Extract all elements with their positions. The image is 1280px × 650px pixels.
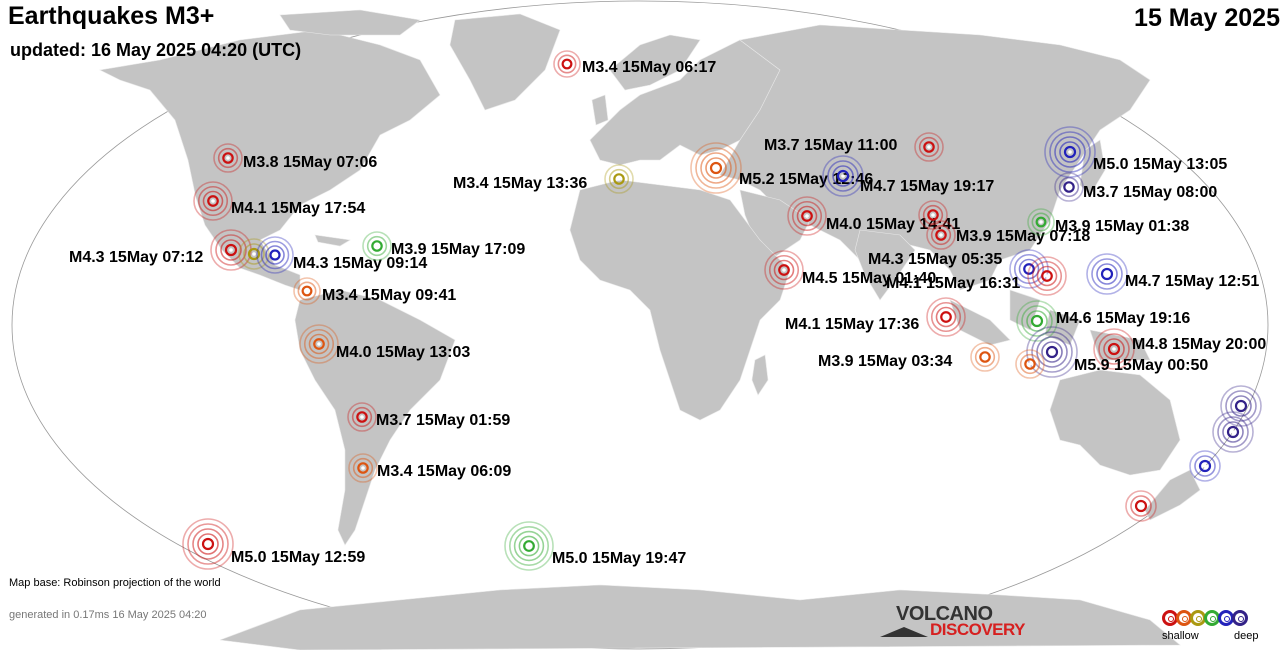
volcano-discovery-logo[interactable]: VOLCANO DISCOVERY [880,603,1040,643]
quake-label[interactable]: M4.0 15May 14:41 [826,216,961,233]
quake-label[interactable]: M3.7 15May 08:00 [1083,184,1218,201]
quake-ring-icon[interactable] [503,520,555,572]
quake-ring-icon[interactable] [1211,410,1255,454]
volcano-icon [880,627,928,637]
quake-ring-icon[interactable] [1015,299,1059,343]
quake-ring-icon[interactable] [1188,449,1222,483]
quake-label[interactable]: M4.7 15May 12:51 [1125,273,1260,290]
quake-ring-icon[interactable] [925,296,967,338]
land-masses [99,9,1201,650]
quake-ring-icon[interactable] [1014,348,1046,380]
quake-label[interactable]: M4.3 15May 07:12 [69,249,204,266]
map-base-note: Map base: Robinson projection of the wor… [9,577,221,589]
quake-label[interactable]: M4.6 15May 19:16 [1056,310,1191,327]
quake-ring-icon[interactable] [1026,255,1068,297]
quake-ring-icon[interactable] [969,341,1001,373]
quake-ring-icon[interactable] [346,401,378,433]
quake-ring-icon[interactable] [1043,125,1097,179]
quake-label[interactable]: M4.7 15May 19:17 [860,178,995,195]
quake-label[interactable]: M4.0 15May 13:03 [336,344,471,361]
quake-ring-icon[interactable] [192,180,234,222]
logo-text-volcano: VOLCANO [896,603,993,625]
depth-legend: shallow deep [1162,610,1272,648]
quake-label[interactable]: M3.8 15May 07:06 [243,154,378,171]
quake-label[interactable]: M3.9 15May 03:34 [818,353,953,370]
quake-label[interactable]: M4.8 15May 20:00 [1132,336,1267,353]
quake-ring-icon[interactable] [925,219,957,251]
quake-ring-icon[interactable] [1008,248,1050,290]
quake-ring-icon[interactable] [1124,489,1158,523]
map-date: 15 May 2025 [1134,4,1280,32]
quake-ring-icon[interactable] [347,452,379,484]
quake-label[interactable]: M5.2 15May 12:46 [739,171,874,188]
quake-label[interactable]: M4.1 15May 17:54 [231,200,366,217]
updated-timestamp: updated: 16 May 2025 04:20 (UTC) [10,40,302,60]
quake-ring-icon[interactable] [1025,325,1079,379]
quake-label[interactable]: M4.3 15May 09:14 [293,255,428,272]
generated-note: generated in 0.17ms 16 May 2025 04:20 [9,609,207,621]
legend-depth-dot-icon [1204,610,1220,626]
legend-shallow-label: shallow [1162,630,1199,642]
quake-ring-icon[interactable] [1219,384,1263,428]
quake-ring-icon[interactable] [181,517,235,571]
depth-color-scale [1162,610,1272,626]
quake-label[interactable]: M4.1 15May 17:36 [785,316,920,333]
page-title: Earthquakes M3+ [8,2,215,30]
quake-label[interactable]: M3.4 15May 06:09 [377,463,512,480]
quake-ring-icon[interactable] [1085,252,1129,296]
quake-label[interactable]: M3.9 15May 01:38 [1055,218,1190,235]
quake-ring-icon[interactable] [821,154,865,198]
quake-ring-icon[interactable] [763,249,805,291]
quake-label[interactable]: M3.9 15May 07:18 [956,228,1091,245]
quake-label[interactable]: M5.0 15May 19:47 [552,550,687,567]
quake-ring-icon[interactable] [917,199,949,231]
quake-label[interactable]: M5.9 15May 00:50 [1074,357,1209,374]
quake-ring-icon[interactable] [1092,327,1136,371]
quake-ring-icon[interactable] [212,142,244,174]
quake-ring-icon[interactable] [786,195,828,237]
quake-ring-icon[interactable] [292,276,322,306]
quake-label[interactable]: M5.0 15May 12:59 [231,549,366,566]
quake-label[interactable]: M3.7 15May 11:00 [764,137,898,154]
quake-ring-icon[interactable] [603,163,635,195]
quake-ring-icon[interactable] [913,131,945,163]
quake-ring-icon[interactable] [1026,207,1056,237]
quake-ring-icon[interactable] [361,230,393,262]
quake-label[interactable]: M4.5 15May 01:40 [802,270,937,287]
legend-deep-label: deep [1234,630,1259,642]
quake-ring-icon[interactable] [1053,171,1085,203]
quake-label[interactable]: M3.4 15May 06:17 [582,59,717,76]
quake-label[interactable]: M3.7 15May 01:59 [376,412,511,429]
quake-ring-icon[interactable] [237,237,271,271]
legend-depth-dot-icon [1232,610,1248,626]
quake-ring-icon[interactable] [255,235,295,275]
quake-ring-icon[interactable] [298,323,340,365]
quake-ring-icon[interactable] [552,49,582,79]
quake-label[interactable]: M4.3 15May 05:35 [868,251,1003,268]
logo-text-discovery: DISCOVERY [930,620,1026,639]
quake-label[interactable]: M5.0 15May 13:05 [1093,156,1228,173]
quake-ring-icon[interactable] [689,141,743,195]
quake-label[interactable]: M3.4 15May 13:36 [453,175,588,192]
quake-label[interactable]: M3.4 15May 09:41 [322,287,457,304]
quake-label[interactable]: M4.1 15May 16:31 [886,275,1021,292]
quake-label[interactable]: M3.9 15May 17:09 [391,241,526,258]
